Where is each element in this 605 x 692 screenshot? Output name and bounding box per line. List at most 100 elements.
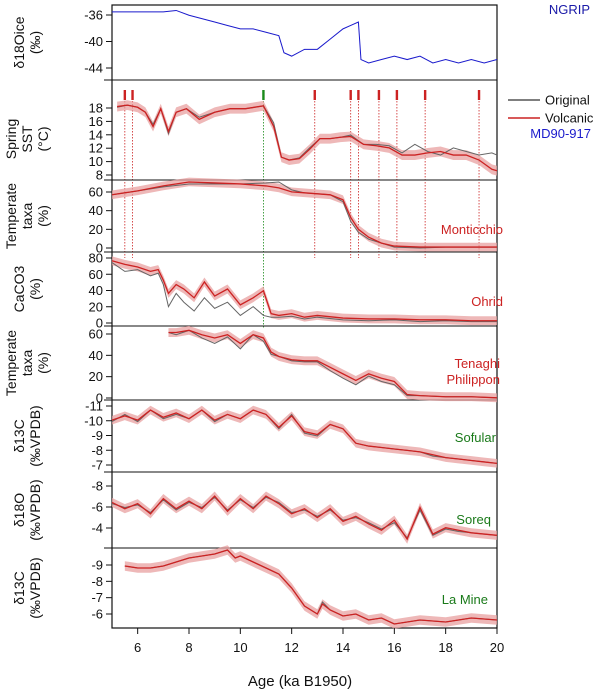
y-tick-label: -6 <box>91 500 103 515</box>
volcanic-marker-tick <box>377 90 381 100</box>
x-tick-label: 18 <box>438 640 452 655</box>
y-tick-label: -9 <box>91 428 103 443</box>
y-tick-label: 0 <box>96 391 103 406</box>
y-axis-label: CaCO3(%) <box>11 265 43 312</box>
record-label: Sofular <box>455 430 497 445</box>
volcanic-marker-tick <box>262 90 265 100</box>
record-label: Monticchio <box>441 222 503 237</box>
uncertainty-band <box>168 325 497 403</box>
series-line-volcanic <box>111 495 498 541</box>
x-tick-label: 12 <box>284 640 298 655</box>
x-tick-label: 16 <box>387 640 401 655</box>
panel-lamine: -9-8-7 -6 δ13C(‰VPDB) La Mine <box>11 545 498 629</box>
y-tick-label: 20 <box>89 299 103 314</box>
y-tick-label: 60 <box>89 267 103 282</box>
y-tick-label: -11 <box>85 399 103 414</box>
panel-soreq: -8 -6 -4 δ18O(‰VPDB) Soreq <box>11 479 498 549</box>
series-line-volcanic <box>124 549 498 625</box>
y-axis-label: δ13C(‰VPDB) <box>11 405 43 466</box>
y-tick-label: 40 <box>89 348 103 363</box>
uncertainty-band <box>112 256 497 326</box>
uncertainty-band <box>117 100 497 176</box>
record-label: NGRIP <box>549 2 590 17</box>
series-line-volcanic <box>111 181 497 248</box>
series-line-volcanic <box>168 329 498 399</box>
y-tick-label: 12 <box>89 141 103 156</box>
y-tick-label: 20 <box>89 222 103 237</box>
uncertainty-band <box>112 491 497 544</box>
y-tick-label: 60 <box>89 327 103 342</box>
y-tick-label: -7 <box>91 590 103 605</box>
volcanic-marker-tick <box>123 90 127 100</box>
series-line-volcanic <box>117 104 498 172</box>
panel-ngrip: -36 -40 -44 δ18Oice(‰) NGRIP <box>11 2 590 81</box>
y-tick-label: 0 <box>96 241 103 256</box>
y-tick-label: -10 <box>84 413 103 428</box>
x-tick-label: 8 <box>185 640 192 655</box>
legend-entry-label: Volcanic <box>545 111 594 126</box>
record-label: Soreq <box>456 512 491 527</box>
y-tick-label: -36 <box>84 8 103 23</box>
y-tick-label: -7 <box>91 458 103 473</box>
series-line-volcanic <box>111 260 497 322</box>
y-tick-label: 18 <box>89 101 103 116</box>
y-tick-label: 10 <box>89 154 103 169</box>
y-tick-label: 40 <box>89 283 103 298</box>
x-tick-label: 20 <box>490 640 504 655</box>
y-tick-label: 80 <box>89 251 103 266</box>
x-tick-label: 6 <box>134 640 141 655</box>
y-tick-label: -44 <box>84 61 103 76</box>
x-tick-label: 14 <box>336 640 350 655</box>
y-tick-label: 16 <box>89 114 103 129</box>
series-line-original <box>111 496 498 539</box>
y-axis-label: δ18O(‰VPDB) <box>11 479 43 540</box>
y-tick-label: 20 <box>89 369 103 384</box>
y-tick-label: 60 <box>89 185 103 200</box>
panel-tenaghi: 60 40 20 0 Temperatetaxa(%) Tenaghi Philippon <box>3 325 501 406</box>
volcanic-marker-tick <box>477 90 481 100</box>
y-axis-label: Temperatetaxa(%) <box>3 183 51 249</box>
legend: Original Volcanic <box>508 93 594 126</box>
y-tick-label: -6 <box>91 607 103 622</box>
volcanic-marker-tick <box>423 90 427 100</box>
x-tick-label: 10 <box>233 640 247 655</box>
y-axis-label: δ18Oice(‰) <box>11 16 43 68</box>
panel-sofular: -11-10-9-8-7 δ13C(‰VPDB) Sofular <box>11 399 498 473</box>
volcanic-marker-tick <box>395 90 399 100</box>
uncertainty-band <box>124 545 497 629</box>
series-line-original <box>111 409 498 464</box>
series-line-original <box>168 329 498 399</box>
y-axis-label: SpringSST(°C) <box>3 119 51 159</box>
y-tick-label: 0 <box>96 316 103 331</box>
series-line-original <box>111 262 497 323</box>
y-tick-label: -8 <box>91 574 103 589</box>
volcanic-marker-tick <box>349 90 352 100</box>
panel-monticchio: 60 40 20 0 Temperatetaxa(%) Monticchio <box>3 177 503 256</box>
y-tick-label: -8 <box>91 479 103 494</box>
y-tick-label: -9 <box>91 558 103 573</box>
record-label: MD90-917 <box>530 126 591 141</box>
volcanic-marker-tick <box>131 90 134 100</box>
y-axis-label: Temperatetaxa(%) <box>3 330 51 396</box>
y-tick-label: 14 <box>89 127 103 142</box>
record-label: La Mine <box>442 592 488 607</box>
volcanic-marker-tick <box>357 90 360 100</box>
series-line-ngrip <box>112 9 498 64</box>
legend-entry-label: Original <box>545 93 590 108</box>
y-tick-label: -8 <box>91 443 103 458</box>
record-label: Ohrid <box>471 294 503 309</box>
y-tick-label: 40 <box>89 203 103 218</box>
y-axis-label: δ13C(‰VPDB) <box>11 557 43 618</box>
record-label: Tenaghi Philippon <box>447 356 501 387</box>
uncertainty-band <box>112 177 497 252</box>
x-axis-label: Age (ka B1950) <box>248 673 352 690</box>
series-line-volcanic <box>111 409 498 465</box>
volcanic-marker-tick <box>313 90 316 100</box>
y-tick-label: -4 <box>91 521 103 536</box>
uncertainty-band <box>112 405 497 468</box>
y-tick-label: -40 <box>84 34 103 49</box>
y-tick-label: 8 <box>96 168 103 183</box>
